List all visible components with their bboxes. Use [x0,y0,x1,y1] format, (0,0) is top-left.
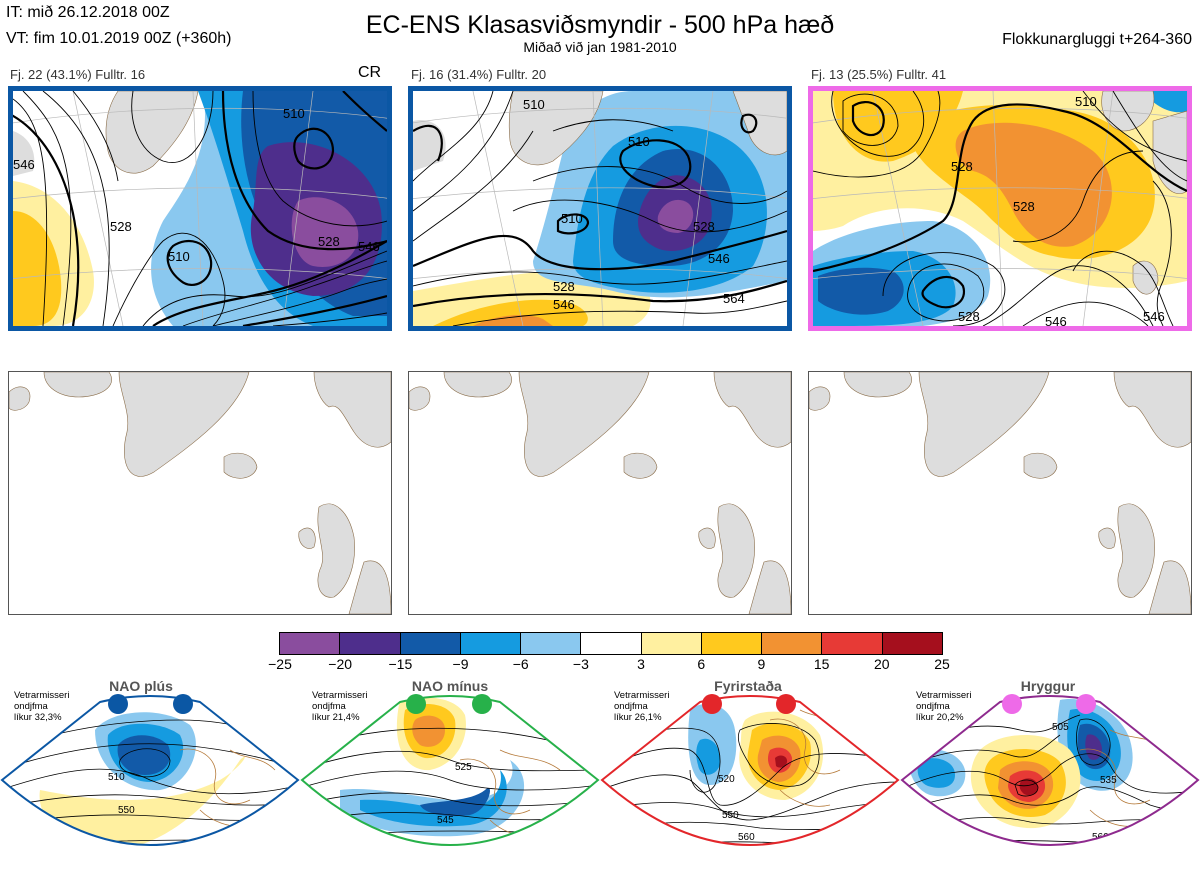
contour-label: 528 [553,279,575,294]
colorbar-tick-label: −6 [512,656,529,672]
colorbar-tick-label: −20 [328,656,353,672]
contour-label: 528 [951,159,973,174]
contour-label: 546 [553,297,575,312]
svg-text:510: 510 [108,772,125,783]
svg-text:520: 520 [718,774,735,785]
colorbar-segment [761,633,822,654]
contour-label: 510 [1075,94,1097,109]
page-title: EC-ENS Klasasviðsmyndir - 500 hPa hæð [365,11,835,39]
regime-4-title: Hryggur [1020,678,1076,694]
cluster-2-map: 510 510 528 546 528 546 564 510 [408,86,792,331]
regime-4-note: Vetrarmisseri ondjfma líkur 20,2% [916,690,972,723]
colorbar-tick-label: 3 [637,656,645,672]
colorbar-tick-label: 20 [874,656,890,672]
regime-3-note: Vetrarmisseri ondjfma líkur 26,1% [614,690,670,723]
regime-2-title: NAO mínus [411,678,489,694]
svg-text:565: 565 [448,850,465,861]
svg-text:550: 550 [118,805,135,816]
init-time: IT: mið 26.12.2018 00Z [6,4,170,21]
colorbar-segment [339,633,400,654]
colorbar-tick-label: 15 [813,656,830,672]
colorbar-segment [399,633,460,654]
contour-label: 510 [283,106,305,121]
svg-text:545: 545 [437,815,454,826]
cluster-1-label: Fj. 22 (43.1%) Fulltr. 16 [10,67,146,82]
colorbar-segment [280,633,340,654]
colorbar-tick-label: 9 [757,656,766,672]
svg-text:550: 550 [722,810,739,821]
contour-label: 564 [723,291,745,306]
contour-label: 528 [1013,199,1035,214]
regime-2-note: Vetrarmisseri ondjfma líkur 21,4% [312,690,368,723]
cluster-1-map: 546 510 528 510 528 546 [8,86,392,331]
colorbar-segment [700,633,762,654]
colorbar-tick-label: −9 [452,656,469,672]
colorbar-segment [821,633,882,654]
contour-label: 528 [958,309,980,324]
empty-map-1 [8,371,392,615]
contour-label: 510 [628,134,650,149]
page-subtitle: Miðað við jan 1981-2010 [523,39,677,55]
empty-map-3 [808,371,1192,615]
contour-label: 510 [168,249,190,264]
colorbar-segment [881,633,942,654]
valid-time: VT: fim 10.01.2019 00Z (+360h) [6,30,232,47]
empty-map-2 [408,371,792,615]
contour-label: 546 [13,157,35,172]
colorbar-segment [520,633,581,654]
contour-label: 546 [1143,309,1165,324]
contour-label: 546 [358,239,380,254]
regime-maps: 510 550 525 545 565 [0,694,1200,861]
cluster-3-label: Fj. 13 (25.5%) Fulltr. 41 [811,67,947,82]
contour-label: 546 [1045,314,1067,326]
colorbar-segment [580,633,641,654]
svg-text:560: 560 [738,832,755,843]
colorbar-tick-label: −25 [268,656,292,672]
contour-label: 510 [523,97,545,112]
colorbar-segment [640,633,701,654]
contour-label: 546 [708,251,730,266]
classification-window: Flokkunargluggi t+264-360 [1002,31,1192,48]
svg-text:535: 535 [1100,775,1117,786]
colorbar [279,632,943,655]
regime-1-title: NAO plús [109,678,173,694]
contour-label: 528 [110,219,132,234]
svg-text:525: 525 [455,762,472,773]
colorbar-tick-label: 25 [934,656,950,672]
regime-1-note: Vetrarmisseri ondjfma líkur 32,3% [14,690,70,723]
cluster-1-tag: CR [358,64,382,81]
svg-text:505: 505 [1052,722,1069,733]
colorbar-tick-label: −3 [572,656,589,672]
contour-label: 510 [561,211,583,226]
colorbar-segment [459,633,521,654]
colorbar-tick-label: 6 [697,656,706,672]
contour-label: 528 [318,234,340,249]
colorbar-tick-label: −15 [388,656,413,672]
regime-3-title: Fyrirstaða [714,678,782,694]
cluster-3-map: 528 528 528 546 546 510 [808,86,1192,331]
contour-label: 528 [693,219,715,234]
cluster-2-label: Fj. 16 (31.4%) Fulltr. 20 [411,67,547,82]
